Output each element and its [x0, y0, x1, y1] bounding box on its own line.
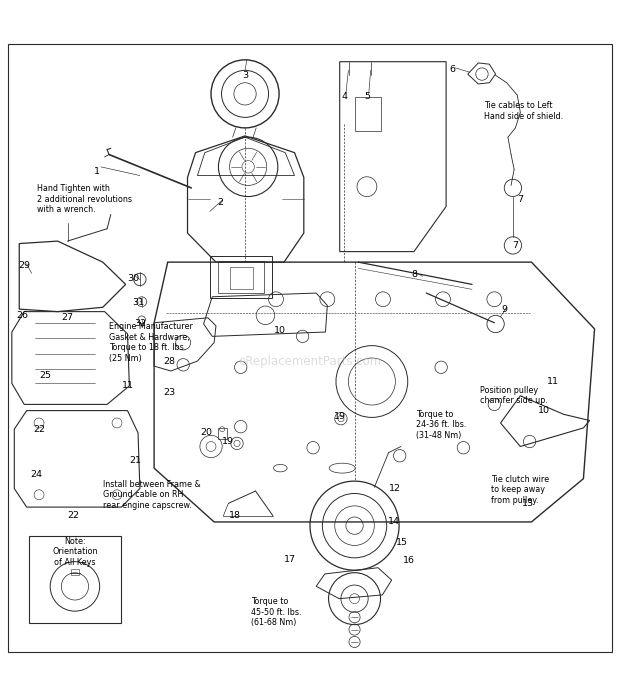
Text: 11: 11	[122, 382, 133, 391]
Text: 1: 1	[94, 167, 100, 176]
Text: 2: 2	[217, 197, 223, 206]
Text: Tie clutch wire
to keep away
from pulley.: Tie clutch wire to keep away from pulley…	[490, 475, 549, 505]
Text: 3: 3	[242, 71, 248, 80]
Text: 29: 29	[18, 261, 30, 270]
Text: 18: 18	[229, 512, 241, 521]
Text: Install between Frame &
Ground cable on RH
rear engine capscrew.: Install between Frame & Ground cable on …	[103, 480, 200, 509]
Bar	[229, 267, 253, 288]
Text: 10: 10	[274, 326, 286, 335]
Text: Torque to
24-36 ft. lbs.
(31-48 Nm): Torque to 24-36 ft. lbs. (31-48 Nm)	[417, 410, 467, 440]
Bar	[355, 97, 381, 131]
Text: 10: 10	[538, 406, 550, 415]
Text: 20: 20	[200, 428, 212, 437]
Bar	[29, 536, 122, 623]
Text: Note:
Orientation
of All Keys: Note: Orientation of All Keys	[52, 537, 98, 566]
Text: 19: 19	[334, 412, 346, 421]
Text: 22: 22	[68, 512, 80, 521]
Bar	[218, 428, 227, 439]
Text: 17: 17	[284, 555, 296, 564]
Text: Tie cables to Left
Hand side of shield.: Tie cables to Left Hand side of shield.	[484, 101, 564, 121]
Text: 15: 15	[396, 538, 407, 547]
Text: Hand Tighten with
2 additional revolutions
with a wrench.: Hand Tighten with 2 additional revolutio…	[37, 184, 131, 214]
Text: 27: 27	[61, 313, 74, 322]
Text: 31: 31	[132, 298, 144, 307]
Bar	[210, 256, 272, 298]
Text: 6: 6	[450, 65, 455, 74]
Text: 8: 8	[411, 270, 417, 279]
Text: 25: 25	[39, 371, 51, 380]
Text: 21: 21	[130, 456, 141, 464]
Text: Torque to
45-50 ft. lbs.
(61-68 Nm): Torque to 45-50 ft. lbs. (61-68 Nm)	[251, 598, 302, 627]
Text: 11: 11	[547, 377, 559, 386]
Text: 28: 28	[163, 357, 175, 366]
Text: 9: 9	[502, 304, 508, 313]
Text: 16: 16	[403, 557, 415, 566]
Text: 19: 19	[223, 437, 234, 446]
Text: Engine Manufacturer
Gasket & Hardware,
Torque to 18 ft. lbs.
(25 Nm): Engine Manufacturer Gasket & Hardware, T…	[109, 322, 193, 363]
Text: 7: 7	[517, 195, 523, 204]
Text: 24: 24	[30, 470, 43, 479]
Text: 32: 32	[134, 320, 146, 329]
Text: 14: 14	[388, 518, 399, 526]
Text: Position pulley
chamfer side up.: Position pulley chamfer side up.	[480, 386, 548, 405]
Text: 5: 5	[364, 92, 370, 101]
Bar	[71, 569, 79, 575]
Text: 22: 22	[33, 425, 45, 434]
Text: 23: 23	[163, 388, 175, 397]
Text: 7: 7	[512, 241, 518, 250]
Text: 30: 30	[128, 274, 140, 283]
Text: 26: 26	[16, 311, 29, 320]
Text: 13: 13	[521, 499, 534, 508]
Text: 4: 4	[341, 92, 347, 101]
Text: 12: 12	[389, 484, 401, 493]
Text: eReplacementParts.com: eReplacementParts.com	[238, 354, 382, 368]
Bar	[218, 261, 264, 293]
